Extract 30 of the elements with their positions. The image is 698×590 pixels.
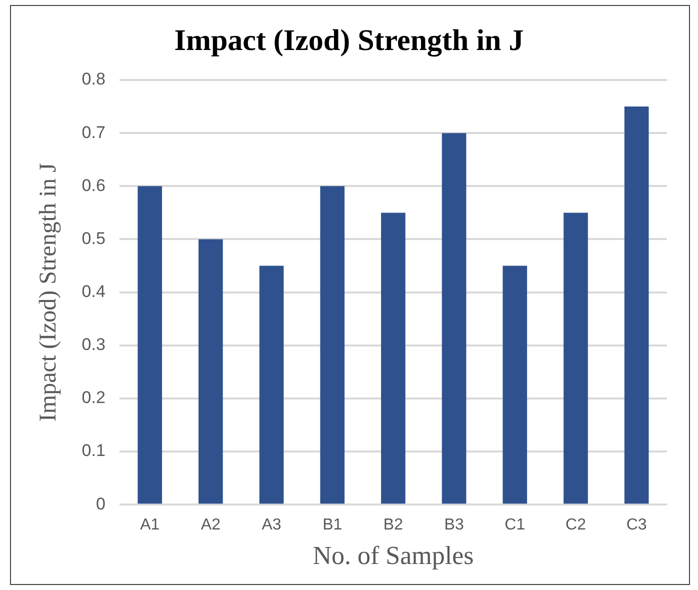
y-tick-label: 0.6 [82,176,106,195]
y-tick-label: 0.4 [82,282,106,301]
bar [198,239,223,504]
y-tick-label: 0.1 [82,441,106,460]
bar [442,133,466,504]
x-tick-label: A2 [200,516,221,534]
x-tick-label: A1 [140,516,160,534]
bar [564,212,588,504]
bar [381,212,406,504]
y-axis-title: Impact (Izod) Strength in J [36,162,62,422]
x-tick-label: B3 [444,516,464,534]
y-tick-label: 0.7 [82,122,106,142]
x-tick-label: B2 [383,516,404,534]
x-axis-title: No. of Samples [312,541,474,570]
bar [138,186,162,504]
y-tick-label: 0.8 [82,70,106,89]
chart-title: Impact (Izod) Strength in J [174,24,524,57]
bar [259,266,284,504]
y-tick-label: 0.3 [82,335,106,354]
x-tick-label: C3 [626,516,647,534]
bar [502,266,528,504]
x-tick-label: B1 [322,516,342,534]
bar [320,186,345,504]
y-tick-label: 0 [96,494,106,514]
x-tick-label: A3 [262,516,282,534]
y-tick-label: 0.2 [82,388,106,408]
x-tick-label: C2 [566,516,586,534]
bar [624,106,649,504]
x-tick-label: C1 [504,516,526,534]
y-tick-label: 0.5 [82,228,106,248]
